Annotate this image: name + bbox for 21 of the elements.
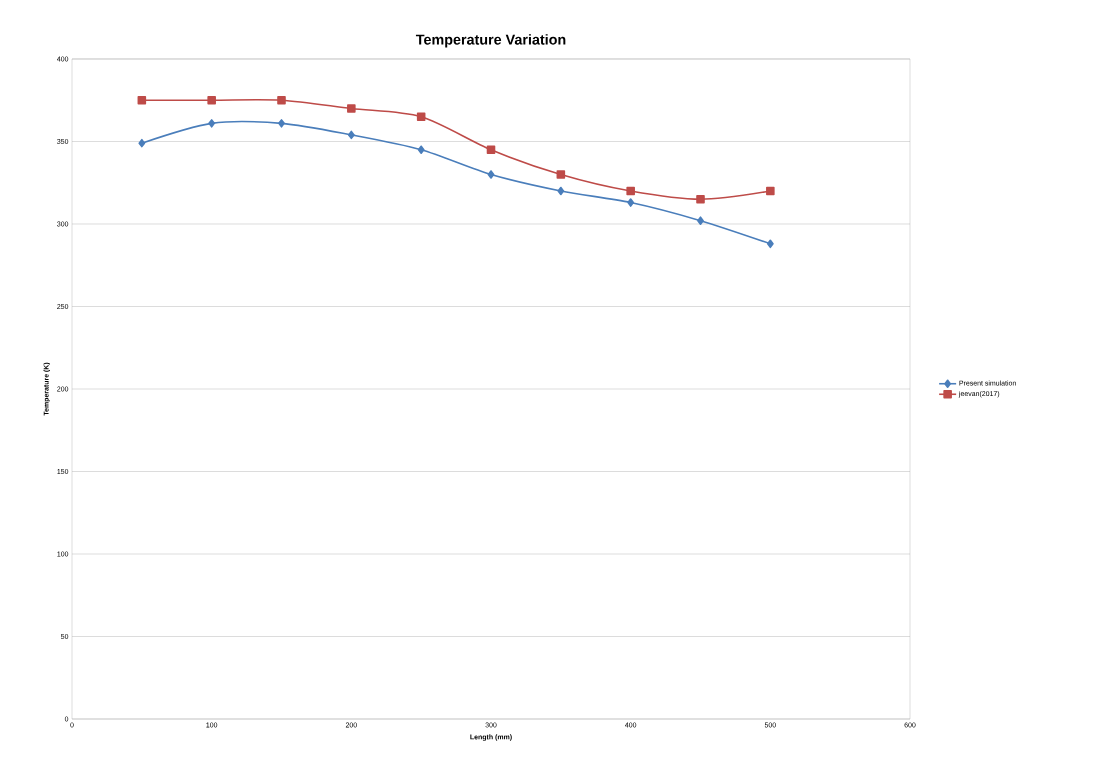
point [137, 95, 147, 105]
point [347, 104, 356, 113]
point [486, 145, 496, 155]
point [766, 186, 775, 196]
point [766, 239, 774, 249]
point [207, 95, 216, 105]
point [208, 119, 216, 128]
point [487, 170, 495, 179]
point [278, 119, 285, 128]
chart-title: Temperature Variation [415, 34, 566, 48]
point [417, 145, 425, 155]
point [627, 198, 635, 207]
point [416, 112, 426, 122]
point [626, 186, 635, 196]
point [696, 194, 705, 204]
point [557, 186, 565, 196]
point [138, 138, 146, 148]
point [277, 95, 286, 105]
point [697, 216, 704, 225]
point [347, 130, 355, 140]
point [556, 170, 566, 179]
